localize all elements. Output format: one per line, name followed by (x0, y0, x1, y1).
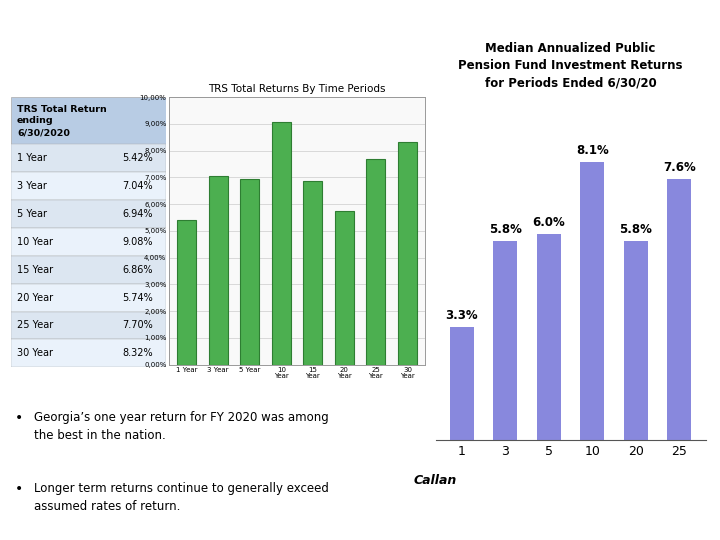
Bar (335, 211, 354, 364)
FancyBboxPatch shape (11, 284, 166, 312)
Text: 25 Year: 25 Year (17, 320, 53, 330)
Text: TRS Investment Returns!: TRS Investment Returns! (14, 7, 487, 40)
FancyBboxPatch shape (11, 228, 166, 256)
Text: 30 Year: 30 Year (17, 348, 53, 358)
FancyBboxPatch shape (11, 172, 166, 200)
Bar (537, 234, 561, 440)
Text: •: • (15, 482, 23, 496)
Bar (450, 327, 474, 440)
Text: 5.42%: 5.42% (122, 153, 153, 164)
Text: Callan: Callan (414, 474, 457, 488)
Text: Teachers
Retirement
System of
Georgia: Teachers Retirement System of Georgia (670, 22, 708, 50)
Text: 3 Year: 3 Year (17, 181, 47, 191)
Text: Georgia’s one year return for FY 2020 was among
the best in the nation.: Georgia’s one year return for FY 2020 wa… (34, 410, 328, 442)
Text: 10 Year: 10 Year (17, 237, 53, 247)
FancyBboxPatch shape (11, 200, 166, 228)
FancyBboxPatch shape (11, 339, 166, 367)
FancyBboxPatch shape (11, 97, 166, 144)
Text: 5 Year: 5 Year (17, 209, 47, 219)
Text: 7.6%: 7.6% (663, 161, 696, 174)
Bar (209, 177, 228, 364)
Bar (366, 159, 385, 364)
Bar (580, 163, 604, 440)
Text: 1 Year: 1 Year (17, 153, 47, 164)
Text: 8.1%: 8.1% (576, 144, 608, 157)
FancyBboxPatch shape (11, 256, 166, 284)
Text: 6.94%: 6.94% (122, 209, 153, 219)
Title: TRS Total Returns By Time Periods: TRS Total Returns By Time Periods (208, 84, 386, 93)
Bar (271, 122, 291, 365)
Bar (177, 220, 196, 364)
Text: 5.8%: 5.8% (489, 223, 522, 236)
Bar (624, 241, 648, 440)
Bar (493, 241, 517, 440)
Text: Longer term returns continue to generally exceed
assumed rates of return.: Longer term returns continue to generall… (34, 482, 328, 512)
Text: 7.04%: 7.04% (122, 181, 153, 191)
Text: TRS: TRS (617, 35, 641, 44)
Text: 6.86%: 6.86% (122, 265, 153, 275)
Text: 9.08%: 9.08% (122, 237, 153, 247)
Text: 20 Year: 20 Year (17, 293, 53, 302)
FancyBboxPatch shape (11, 144, 166, 172)
Text: 15 Year: 15 Year (17, 265, 53, 275)
Bar (240, 179, 259, 364)
Title: Median Annualized Public
Pension Fund Investment Returns
for Periods Ended 6/30/: Median Annualized Public Pension Fund In… (459, 42, 683, 89)
Text: 3.3%: 3.3% (446, 309, 478, 322)
Text: 8.32%: 8.32% (122, 348, 153, 358)
Text: 5.74%: 5.74% (122, 293, 153, 302)
Text: 5.8%: 5.8% (619, 223, 652, 236)
Text: 6.0%: 6.0% (533, 216, 565, 229)
Text: TRS Total Return
ending
6/30/2020: TRS Total Return ending 6/30/2020 (17, 105, 107, 137)
Text: 7.70%: 7.70% (122, 320, 153, 330)
FancyBboxPatch shape (11, 312, 166, 339)
Bar (667, 179, 691, 440)
Text: •: • (15, 410, 23, 424)
Bar (398, 142, 417, 364)
Bar (303, 181, 323, 364)
